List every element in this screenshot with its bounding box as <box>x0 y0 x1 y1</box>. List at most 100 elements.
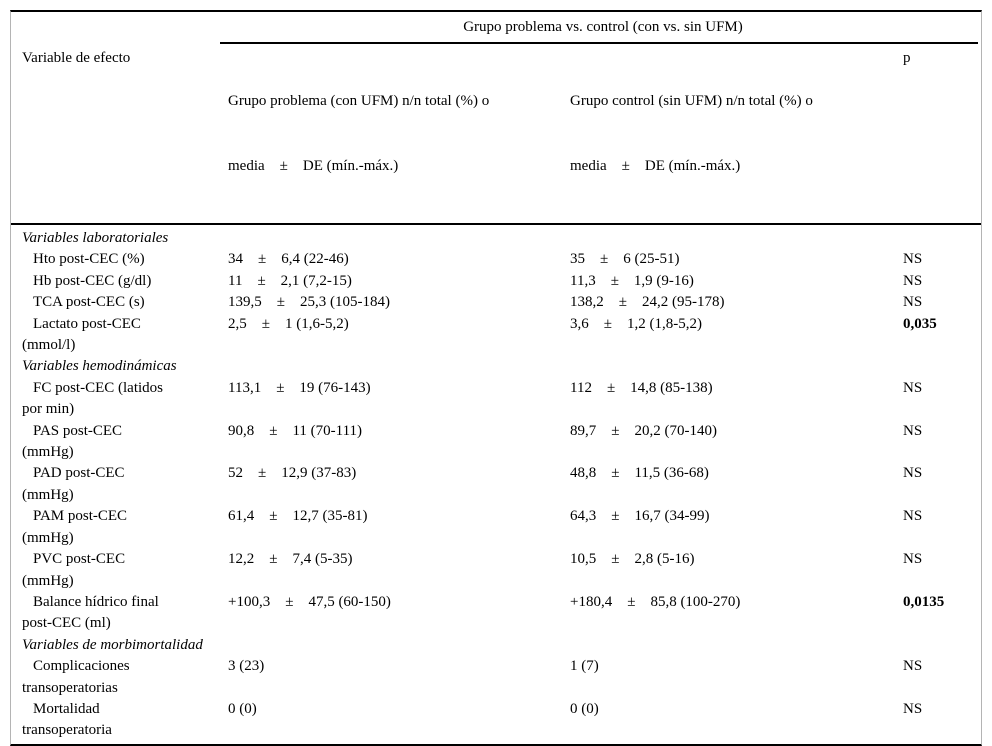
problema-value: 11 ± 2,1 (7,2-15) <box>228 272 352 289</box>
variable-label-line1: Mortalidad <box>33 700 100 717</box>
p-value: 0,035 <box>903 315 937 332</box>
control-value: 89,7 ± 20,2 (70-140) <box>570 422 717 439</box>
p-value: 0,0135 <box>903 593 945 610</box>
problema-value: 61,4 ± 12,7 (35-81) <box>228 508 368 525</box>
variable-label: FC post-CEC (latidos por min) <box>22 378 228 421</box>
variable-label-line2: (mmHg) <box>22 444 74 461</box>
variable-label: PAM post-CEC (mmHg) <box>22 506 228 549</box>
table-row: Hb post-CEC (g/dl) 11 ± 2,1 (7,2-15) 11,… <box>22 271 978 292</box>
control-value: 138,2 ± 24,2 (95-178) <box>570 294 725 311</box>
p-value: NS <box>903 272 923 289</box>
variable-label-line2: (mmHg) <box>22 486 74 503</box>
problema-value: 3 (23) <box>228 658 265 675</box>
problema-value: +100,3 ± 47,5 (60-150) <box>228 593 391 610</box>
table-row: PAS post-CEC (mmHg) 90,8 ± 11 (70-111) 8… <box>22 421 978 464</box>
table-row: PAM post-CEC (mmHg) 61,4 ± 12,7 (35-81) … <box>22 506 978 549</box>
variable-label-line1: PAS post-CEC <box>33 422 123 439</box>
control-value: 35 ± 6 (25-51) <box>570 251 680 268</box>
variable-label-line2: post-CEC (ml) <box>22 615 111 632</box>
variable-label-line2: (mmol/l) <box>22 337 76 354</box>
section-row: Variables laboratoriales <box>22 228 978 249</box>
problema-value: 90,8 ± 11 (70-111) <box>228 422 363 439</box>
variable-label: Mortalidad transoperatoria <box>22 699 228 742</box>
variable-label-line1: Hb post-CEC (g/dl) <box>33 272 152 289</box>
variable-label: Hb post-CEC (g/dl) <box>22 271 228 292</box>
p-value: NS <box>903 422 923 439</box>
results-table: Grupo problema vs. control (con vs. sin … <box>10 10 982 746</box>
table-row: Complicaciones transoperatorias 3 (23) 1… <box>22 656 978 699</box>
section-label: Variables de morbimortalidad <box>22 636 203 653</box>
variable-label-line1: Complicaciones <box>33 658 130 675</box>
span-header-title: Grupo problema vs. control (con vs. sin … <box>220 12 978 44</box>
table-row: Mortalidad transoperatoria 0 (0) 0 (0) N… <box>22 699 978 742</box>
variable-label-line1: Hto post-CEC (%) <box>33 251 145 268</box>
problema-value: 139,5 ± 25,3 (105-184) <box>228 294 390 311</box>
variable-label-line2: transoperatorias <box>22 679 118 696</box>
problema-value: 0 (0) <box>228 700 257 717</box>
problema-value: 34 ± 6,4 (22-46) <box>228 251 349 268</box>
p-value: NS <box>903 551 923 568</box>
control-value: 64,3 ± 16,7 (34-99) <box>570 508 710 525</box>
col-header-control-line2: media ± DE (mín.-máx.) <box>570 157 741 174</box>
p-value: NS <box>903 379 923 396</box>
span-header-spacer <box>22 12 228 44</box>
table-row: Balance hídrico final post-CEC (ml) +100… <box>22 592 978 635</box>
control-value: 0 (0) <box>570 700 599 717</box>
control-value: +180,4 ± 85,8 (100-270) <box>570 593 741 610</box>
col-header-variable: Variable de efecto <box>22 50 131 66</box>
control-value: 1 (7) <box>570 658 599 675</box>
control-value: 112 ± 14,8 (85-138) <box>570 379 713 396</box>
p-value: NS <box>903 294 923 311</box>
variable-label: PAD post-CEC (mmHg) <box>22 463 228 506</box>
variable-label: Lactato post-CEC (mmol/l) <box>22 314 228 357</box>
section-row: Variables de morbimortalidad <box>22 635 978 656</box>
variable-label: Balance hídrico final post-CEC (ml) <box>22 592 228 635</box>
p-value: NS <box>903 508 923 525</box>
p-value: NS <box>903 251 923 268</box>
variable-label: TCA post-CEC (s) <box>22 292 228 313</box>
variable-label: PVC post-CEC (mmHg) <box>22 549 228 592</box>
table-row: PVC post-CEC (mmHg) 12,2 ± 7,4 (5-35) 10… <box>22 549 978 592</box>
variable-label-line2: transoperatoria <box>22 722 112 739</box>
col-header-p: p <box>903 50 911 66</box>
variable-label-line1: PVC post-CEC <box>33 551 126 568</box>
table-row: FC post-CEC (latidos por min) 113,1 ± 19… <box>22 378 978 421</box>
table-span-header-row: Grupo problema vs. control (con vs. sin … <box>11 12 981 44</box>
p-value: NS <box>903 658 923 675</box>
variable-label: Hto post-CEC (%) <box>22 249 228 270</box>
variable-label-line1: FC post-CEC (latidos <box>33 379 164 396</box>
control-value: 3,6 ± 1,2 (1,8-5,2) <box>570 315 702 332</box>
problema-value: 52 ± 12,9 (37-83) <box>228 465 357 482</box>
table-row: Hto post-CEC (%) 34 ± 6,4 (22-46) 35 ± 6… <box>22 249 978 270</box>
variable-label-line1: Lactato post-CEC <box>33 315 141 332</box>
control-value: 10,5 ± 2,8 (5-16) <box>570 551 695 568</box>
table-row: PAD post-CEC (mmHg) 52 ± 12,9 (37-83) 48… <box>22 463 978 506</box>
variable-label-line2: (mmHg) <box>22 529 74 546</box>
table-column-headers: Variable de efecto Grupo problema (con U… <box>11 44 981 225</box>
p-value: NS <box>903 465 923 482</box>
col-header-problema: Grupo problema (con UFM) n/n total (%) o… <box>228 48 570 220</box>
section-row: Variables hemodinámicas <box>22 356 978 377</box>
variable-label-line1: PAM post-CEC <box>33 508 128 525</box>
variable-label-line1: TCA post-CEC (s) <box>33 294 145 311</box>
problema-value: 2,5 ± 1 (1,6-5,2) <box>228 315 349 332</box>
variable-label-line2: (mmHg) <box>22 572 74 589</box>
col-header-control-line1: Grupo control (sin UFM) n/n total (%) o <box>570 93 813 109</box>
problema-value: 113,1 ± 19 (76-143) <box>228 379 371 396</box>
variable-label-line1: PAD post-CEC <box>33 465 125 482</box>
col-header-control: Grupo control (sin UFM) n/n total (%) o … <box>570 48 903 220</box>
variable-label-line1: Balance hídrico final <box>33 593 159 610</box>
col-header-problema-line2: media ± DE (mín.-máx.) <box>228 157 399 174</box>
table-body: Variables laboratoriales Hto post-CEC (%… <box>11 225 981 744</box>
control-value: 11,3 ± 1,9 (9-16) <box>570 272 694 289</box>
p-value: NS <box>903 700 923 717</box>
control-value: 48,8 ± 11,5 (36-68) <box>570 465 709 482</box>
variable-label-line2: por min) <box>22 401 75 418</box>
section-label: Variables laboratoriales <box>22 230 169 246</box>
variable-label: PAS post-CEC (mmHg) <box>22 421 228 464</box>
col-header-problema-line1: Grupo problema (con UFM) n/n total (%) o <box>228 93 490 109</box>
table-row: Lactato post-CEC (mmol/l) 2,5 ± 1 (1,6-5… <box>22 314 978 357</box>
table-row: TCA post-CEC (s) 139,5 ± 25,3 (105-184) … <box>22 292 978 313</box>
section-label: Variables hemodinámicas <box>22 358 177 375</box>
problema-value: 12,2 ± 7,4 (5-35) <box>228 551 353 568</box>
